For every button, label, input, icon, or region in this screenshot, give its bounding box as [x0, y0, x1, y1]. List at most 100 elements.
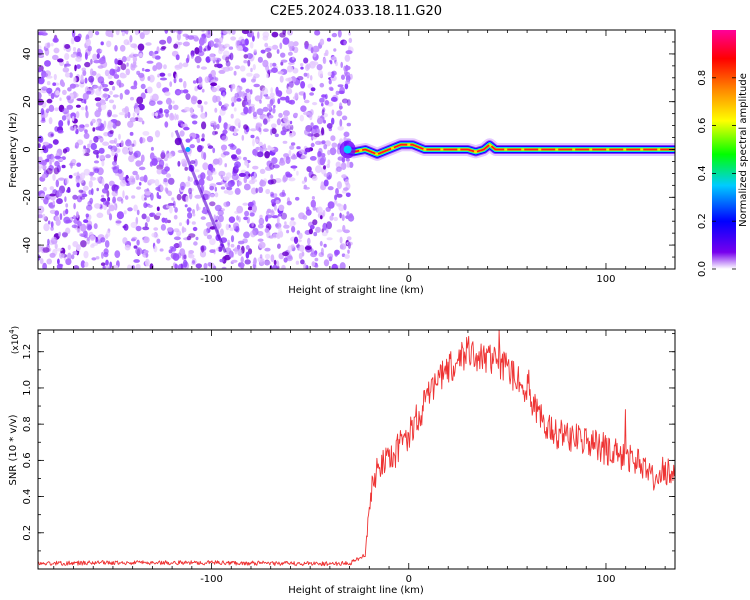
noise-speckle — [195, 236, 199, 241]
noise-speckle — [202, 206, 206, 213]
noise-speckle — [242, 43, 246, 49]
noise-speckle — [308, 228, 313, 235]
noise-speckle — [323, 179, 329, 187]
noise-speckle — [247, 201, 254, 208]
noise-speckle — [130, 43, 138, 48]
noise-speckle — [331, 109, 335, 116]
noise-speckle — [280, 59, 288, 63]
noise-speckle — [231, 173, 239, 181]
noise-speckle — [209, 201, 216, 207]
noise-speckle — [242, 238, 248, 244]
noise-speckle — [189, 107, 194, 114]
noise-speckle — [167, 73, 172, 77]
noise-speckle — [92, 53, 98, 61]
noise-speckle — [323, 243, 327, 248]
noise-speckle — [148, 100, 156, 106]
noise-speckle — [229, 52, 234, 61]
noise-speckle — [67, 87, 72, 92]
noise-speckle — [286, 200, 292, 206]
noise-speckle — [282, 37, 290, 45]
noise-speckle — [176, 91, 182, 95]
noise-speckle — [72, 194, 78, 200]
noise-speckle — [151, 158, 158, 166]
noise-speckle — [187, 35, 195, 40]
noise-speckle — [209, 174, 213, 181]
noise-speckle — [279, 96, 287, 101]
noise-speckle — [259, 99, 262, 104]
noise-speckle — [44, 216, 47, 220]
noise-speckle — [309, 224, 315, 230]
noise-speckle — [218, 214, 224, 223]
noise-speckle — [143, 236, 150, 244]
noise-speckle — [64, 72, 71, 78]
noise-speckle — [116, 59, 123, 66]
noise-speckle — [163, 109, 170, 114]
noise-speckle — [71, 224, 78, 229]
noise-speckle — [218, 246, 223, 252]
noise-speckle — [345, 158, 350, 162]
noise-speckle — [133, 259, 140, 263]
noise-speckle — [223, 201, 230, 208]
noise-speckle — [341, 214, 345, 222]
snr-scale-label: (x104) — [8, 326, 21, 354]
noise-speckle — [336, 110, 343, 117]
noise-speckle — [66, 113, 71, 121]
noise-speckle — [319, 97, 325, 103]
noise-speckle — [270, 210, 275, 216]
noise-speckle — [83, 219, 89, 224]
noise-speckle — [50, 42, 54, 47]
noise-speckle — [137, 43, 145, 51]
noise-speckle — [59, 97, 62, 101]
noise-speckle — [135, 173, 140, 181]
noise-speckle — [344, 254, 350, 259]
noise-speckle — [70, 112, 77, 119]
noise-speckle — [214, 186, 217, 192]
noise-speckle — [222, 129, 228, 135]
noise-speckle — [310, 199, 316, 208]
noise-speckle — [300, 154, 308, 159]
noise-speckle — [133, 80, 138, 88]
noise-speckle — [87, 200, 92, 207]
noise-speckle — [184, 106, 191, 112]
noise-speckle — [178, 241, 182, 248]
noise-speckle — [254, 95, 262, 102]
noise-speckle — [288, 149, 292, 157]
noise-speckle — [317, 151, 322, 157]
noise-speckle — [89, 139, 93, 145]
noise-speckle — [189, 144, 195, 149]
noise-speckle — [160, 184, 164, 192]
noise-speckle — [93, 223, 98, 230]
noise-speckle — [234, 92, 240, 98]
snr-line-layer — [38, 330, 675, 567]
noise-speckle — [80, 79, 86, 83]
noise-speckle — [289, 220, 296, 228]
noise-speckle — [46, 87, 53, 94]
noise-speckle — [347, 241, 351, 249]
noise-speckle — [169, 112, 175, 121]
noise-speckle — [218, 43, 223, 51]
noise-speckle — [290, 244, 295, 249]
noise-speckle — [143, 202, 148, 209]
noise-speckle — [265, 188, 271, 195]
noise-speckle — [142, 131, 150, 136]
noise-speckle — [116, 211, 124, 220]
noise-field — [38, 30, 355, 269]
noise-speckle — [95, 102, 102, 107]
noise-speckle — [177, 30, 182, 35]
noise-speckle — [310, 252, 317, 258]
noise-speckle — [182, 62, 189, 68]
y-tick-label: 1.0 — [22, 380, 33, 396]
noise-speckle — [315, 140, 322, 145]
noise-speckle — [120, 140, 124, 148]
noise-speckle — [243, 216, 249, 221]
noise-speckle — [150, 192, 154, 201]
noise-speckle — [166, 173, 171, 178]
noise-speckle — [277, 243, 281, 249]
noise-speckle — [126, 62, 129, 67]
noise-speckle — [182, 259, 188, 268]
noise-speckle — [173, 236, 181, 241]
noise-speckle — [114, 64, 118, 70]
noise-speckle — [182, 33, 189, 37]
noise-speckle — [131, 143, 135, 147]
